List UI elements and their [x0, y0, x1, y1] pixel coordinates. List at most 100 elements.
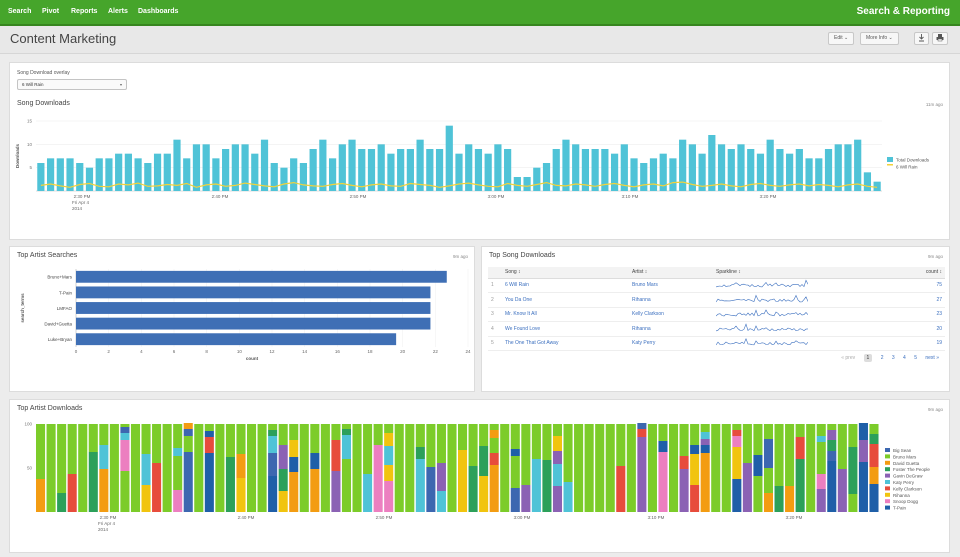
chevron-down-icon: ▾: [119, 82, 122, 87]
nav-dashboards[interactable]: Dashboards: [138, 8, 179, 15]
pager-page-1[interactable]: 1: [863, 354, 873, 362]
stacked-segment: [268, 453, 278, 476]
nav-reports[interactable]: Reports: [71, 8, 98, 15]
stacked-segment: [700, 453, 710, 512]
download-bar: [319, 139, 327, 191]
download-bar: [727, 149, 735, 191]
x-tick-sublabel: Fri Apr 4: [98, 521, 116, 526]
stacked-segment: [848, 424, 858, 447]
song-link[interactable]: You Da One: [502, 292, 629, 308]
pager-prev[interactable]: « prev: [841, 355, 856, 361]
col-count[interactable]: count ↕: [895, 267, 945, 279]
stacked-segment: [384, 465, 394, 481]
legend-swatch: [885, 486, 890, 491]
x-tick-label: 4: [140, 349, 143, 354]
download-bar: [737, 144, 745, 191]
stacked-segment: [363, 474, 373, 512]
stacked-segment: [816, 489, 826, 512]
nav-search[interactable]: Search: [8, 8, 32, 15]
song-link[interactable]: We Found Love: [502, 321, 629, 337]
stacked-segment: [721, 424, 731, 512]
download-bar: [144, 163, 152, 191]
stacked-segment: [837, 469, 847, 512]
stacked-segment: [99, 445, 109, 469]
stacked-segment: [837, 449, 847, 469]
stacked-segment: [552, 451, 563, 464]
stacked-segment: [521, 485, 531, 512]
download-icon[interactable]: [914, 32, 929, 45]
stacked-segment: [552, 486, 563, 512]
stacked-segment: [742, 452, 752, 463]
y-axis-label: Downloads: [15, 144, 20, 168]
col-sparkline[interactable]: Sparkline ↕: [713, 267, 895, 279]
song-link[interactable]: Mr. Know It All: [502, 307, 629, 322]
stacked-segment: [700, 445, 710, 453]
app-name[interactable]: Search & Reporting: [856, 6, 950, 17]
legend-label: Katy Perry: [893, 480, 915, 485]
pager-next[interactable]: next »: [925, 355, 939, 361]
stacked-segment: [774, 486, 784, 512]
download-bar: [854, 139, 862, 191]
download-bar: [688, 144, 696, 191]
stacked-segment: [552, 464, 563, 486]
download-bar: [630, 158, 638, 191]
artist-link[interactable]: Rihanna: [629, 292, 713, 308]
x-tick-label: 2: [107, 349, 110, 354]
download-bar: [474, 149, 483, 191]
stacked-segment: [384, 481, 394, 512]
pager-page-3[interactable]: 3: [891, 355, 895, 361]
stacked-segment: [858, 423, 868, 429]
download-bar: [377, 144, 385, 191]
row-index: 4: [488, 321, 502, 337]
pager-page-4[interactable]: 4: [903, 355, 906, 361]
stacked-segment: [858, 462, 868, 512]
search-bar: [76, 302, 431, 314]
stacked-segment: [310, 469, 320, 512]
artist-link[interactable]: Kelly Clarkson: [629, 307, 713, 322]
x-tick-label: 24: [465, 349, 471, 354]
print-icon[interactable]: [932, 32, 948, 45]
stacked-segment: [130, 424, 141, 512]
artist-link[interactable]: Bruno Mars: [629, 278, 713, 293]
download-bar: [786, 153, 794, 191]
artist-downloads-title: Top Artist Downloads: [17, 405, 83, 412]
song-link[interactable]: 6 Will Rain: [502, 278, 629, 293]
download-bar: [95, 158, 103, 191]
col-artist[interactable]: Artist ↕: [629, 267, 713, 279]
artist-link[interactable]: Rihanna: [629, 321, 713, 337]
download-bar: [105, 158, 113, 191]
sparkline-path: [715, 338, 809, 346]
download-bar: [708, 135, 716, 191]
more-info-button[interactable]: More Info ⌄: [860, 32, 899, 45]
stacked-segment: [141, 485, 151, 512]
pager-page-2[interactable]: 2: [880, 355, 884, 361]
stacked-segment: [869, 424, 879, 434]
stacked-segment: [415, 459, 425, 512]
x-tick-label: 3:20 PM: [786, 515, 803, 520]
table-row[interactable]: 4 We Found Love Rihanna 20: [488, 321, 945, 337]
stacked-segment: [363, 424, 373, 474]
row-index: 3: [488, 307, 502, 322]
edit-button[interactable]: Edit ⌄: [828, 32, 855, 45]
table-row[interactable]: 2 You Da One Rihanna 27: [488, 292, 945, 308]
stacked-segment: [415, 424, 425, 436]
download-bar: [805, 158, 813, 191]
stacked-segment: [500, 424, 510, 512]
artist-link[interactable]: Katy Perry: [629, 336, 713, 351]
table-row[interactable]: 5 The One That Got Away Katy Perry 19: [488, 336, 945, 351]
song-link[interactable]: The One That Got Away: [502, 336, 629, 351]
category-label: LMFAO: [57, 306, 73, 311]
stacked-segment: [141, 454, 151, 485]
stacked-segment: [647, 424, 657, 512]
col-song[interactable]: Song ↕: [502, 267, 629, 279]
table-row[interactable]: 3 Mr. Know It All Kelly Clarkson 23: [488, 307, 945, 322]
nav-alerts[interactable]: Alerts: [108, 8, 128, 15]
nav-pivot[interactable]: Pivot: [42, 8, 60, 15]
legend-label: Snoop Dogg: [893, 499, 919, 504]
stacked-segment: [310, 453, 320, 469]
pager-page-5[interactable]: 5: [914, 355, 917, 361]
artist-downloads-panel: Top Artist Downloads 9m ago 100 50 2:30 PM…: [9, 399, 950, 553]
overlay-select[interactable]: 6 Will Rain ▾: [17, 79, 127, 90]
stacked-segment: [225, 424, 235, 457]
